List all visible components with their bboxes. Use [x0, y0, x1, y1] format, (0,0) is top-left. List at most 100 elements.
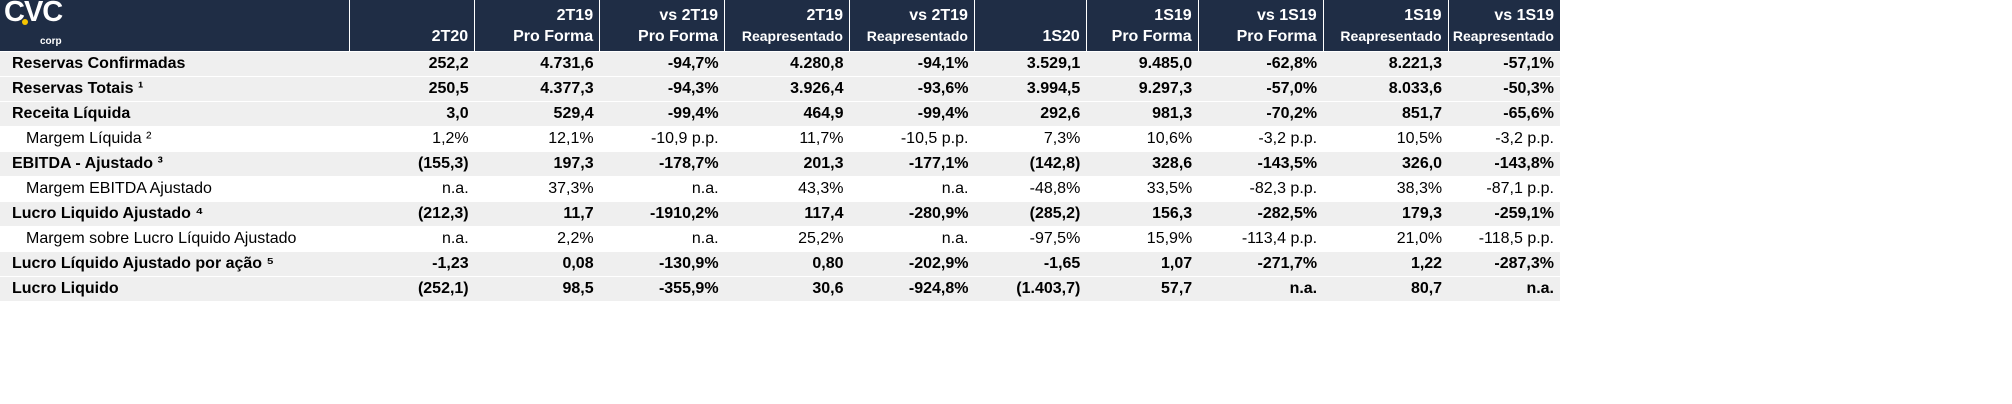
table-row: Margem EBITDA Ajustado n.a. 37,3% n.a. 4… — [0, 175, 1560, 201]
financial-summary: CVC corp 2T20 2T19 Pro Forma vs 2T19 Pro F… — [0, 0, 1560, 301]
column-header: 1S19 Reapresentado — [1322, 0, 1449, 51]
cell: 292,6 — [974, 100, 1087, 126]
cell: 464,9 — [724, 100, 850, 126]
cell: 3.994,5 — [974, 75, 1087, 101]
cell: -259,1% — [1448, 200, 1560, 226]
cell: -93,6% — [849, 75, 975, 101]
cell: n.a. — [849, 225, 975, 251]
row-label: Receita Líquida — [0, 100, 350, 126]
table-row: Margem Líquida ² 1,2% 12,1% -10,9 p.p. 1… — [0, 125, 1560, 151]
cell: 328,6 — [1086, 150, 1199, 176]
cell: -1,65 — [974, 250, 1087, 276]
cell: -10,9 p.p. — [599, 125, 725, 151]
row-label: Margem EBITDA Ajustado — [0, 175, 350, 201]
cell: 529,4 — [474, 100, 600, 126]
cell: 37,3% — [474, 175, 600, 201]
cell: -57,0% — [1198, 75, 1324, 101]
cell: -94,7% — [599, 50, 725, 76]
cell: (1.403,7) — [974, 275, 1087, 301]
cell: n.a. — [599, 225, 725, 251]
cell: -1910,2% — [599, 200, 725, 226]
header-row: CVC corp 2T20 2T19 Pro Forma vs 2T19 Pro F… — [0, 0, 1560, 51]
cell: -118,5 p.p. — [1448, 225, 1560, 251]
cell: 326,0 — [1323, 150, 1449, 176]
cell: 10,6% — [1086, 125, 1199, 151]
cell: -87,1 p.p. — [1448, 175, 1560, 201]
cell: 80,7 — [1323, 275, 1449, 301]
cell: 4.731,6 — [474, 50, 600, 76]
cell: 98,5 — [474, 275, 600, 301]
cell: (142,8) — [974, 150, 1087, 176]
logo-brand: CVC — [4, 0, 63, 28]
cell: 179,3 — [1323, 200, 1449, 226]
cell: 1,2% — [349, 125, 475, 151]
row-label: Reservas Confirmadas — [0, 50, 350, 76]
column-header: 1S20 — [973, 0, 1087, 51]
cell: (252,1) — [349, 275, 475, 301]
cell: 9.485,0 — [1086, 50, 1199, 76]
cell: -10,5 p.p. — [849, 125, 975, 151]
cell: 3,0 — [349, 100, 475, 126]
column-header: 2T19 Reapresentado — [724, 0, 850, 51]
cell: 3.926,4 — [724, 75, 850, 101]
cell: -62,8% — [1198, 50, 1324, 76]
cell: 0,80 — [724, 250, 850, 276]
table-row: Margem sobre Lucro Líquido Ajustado n.a.… — [0, 225, 1560, 251]
cell: -99,4% — [849, 100, 975, 126]
cell: 33,5% — [1086, 175, 1199, 201]
cell: n.a. — [849, 175, 975, 201]
cvc-logo: CVC corp — [0, 0, 80, 48]
cell: n.a. — [349, 175, 475, 201]
cell: 21,0% — [1323, 225, 1449, 251]
cell: 201,3 — [724, 150, 850, 176]
cell: -271,7% — [1198, 250, 1324, 276]
cell: 25,2% — [724, 225, 850, 251]
cell: -287,3% — [1448, 250, 1560, 276]
table-row: Receita Líquida 3,0 529,4 -99,4% 464,9 -… — [0, 100, 1560, 126]
cell: -177,1% — [849, 150, 975, 176]
cell: n.a. — [599, 175, 725, 201]
cell: -282,5% — [1198, 200, 1324, 226]
cell: -50,3% — [1448, 75, 1560, 101]
cell: -355,9% — [599, 275, 725, 301]
column-header: 2T20 — [349, 0, 475, 51]
cell: 10,5% — [1323, 125, 1449, 151]
cell: (212,3) — [349, 200, 475, 226]
cell: -130,9% — [599, 250, 725, 276]
cell: 57,7 — [1086, 275, 1199, 301]
cell: 0,08 — [474, 250, 600, 276]
cell: -924,8% — [849, 275, 975, 301]
cell: n.a. — [349, 225, 475, 251]
cell: 1,22 — [1323, 250, 1449, 276]
cell: -99,4% — [599, 100, 725, 126]
column-header: 1S19 Pro Forma — [1085, 0, 1199, 51]
cell: -178,7% — [599, 150, 725, 176]
logo-cell: CVC corp — [0, 0, 350, 51]
table-row: Reservas Confirmadas 252,2 4.731,6 -94,7… — [0, 50, 1560, 76]
row-label: Reservas Totais ¹ — [0, 75, 350, 101]
cell: (155,3) — [349, 150, 475, 176]
cell: -143,5% — [1198, 150, 1324, 176]
cell: -65,6% — [1448, 100, 1560, 126]
cell: 4.377,3 — [474, 75, 600, 101]
cell: -48,8% — [974, 175, 1087, 201]
cell: -82,3 p.p. — [1198, 175, 1324, 201]
cell: -280,9% — [849, 200, 975, 226]
cell: 9.297,3 — [1086, 75, 1199, 101]
cell: -113,4 p.p. — [1198, 225, 1324, 251]
cell: 11,7% — [724, 125, 850, 151]
cell: 11,7 — [474, 200, 600, 226]
table-row: EBITDA - Ajustado ³ (155,3) 197,3 -178,7… — [0, 150, 1560, 176]
cell: -97,5% — [974, 225, 1087, 251]
financial-table: CVC corp 2T20 2T19 Pro Forma vs 2T19 Pro F… — [0, 0, 1560, 301]
row-label: Lucro Liquido Ajustado ⁴ — [0, 200, 350, 226]
row-label: Margem sobre Lucro Líquido Ajustado — [0, 225, 350, 251]
cell: 1,07 — [1086, 250, 1199, 276]
cell: -1,23 — [349, 250, 475, 276]
table-row: Lucro Liquido (252,1) 98,5 -355,9% 30,6 … — [0, 275, 1560, 301]
cell: 7,3% — [974, 125, 1087, 151]
table-row: Lucro Liquido Ajustado ⁴ (212,3) 11,7 -1… — [0, 200, 1560, 226]
column-header: vs 2T19 Reapresentado — [849, 0, 975, 51]
logo-sub: corp — [40, 36, 62, 47]
cell: 4.280,8 — [724, 50, 850, 76]
